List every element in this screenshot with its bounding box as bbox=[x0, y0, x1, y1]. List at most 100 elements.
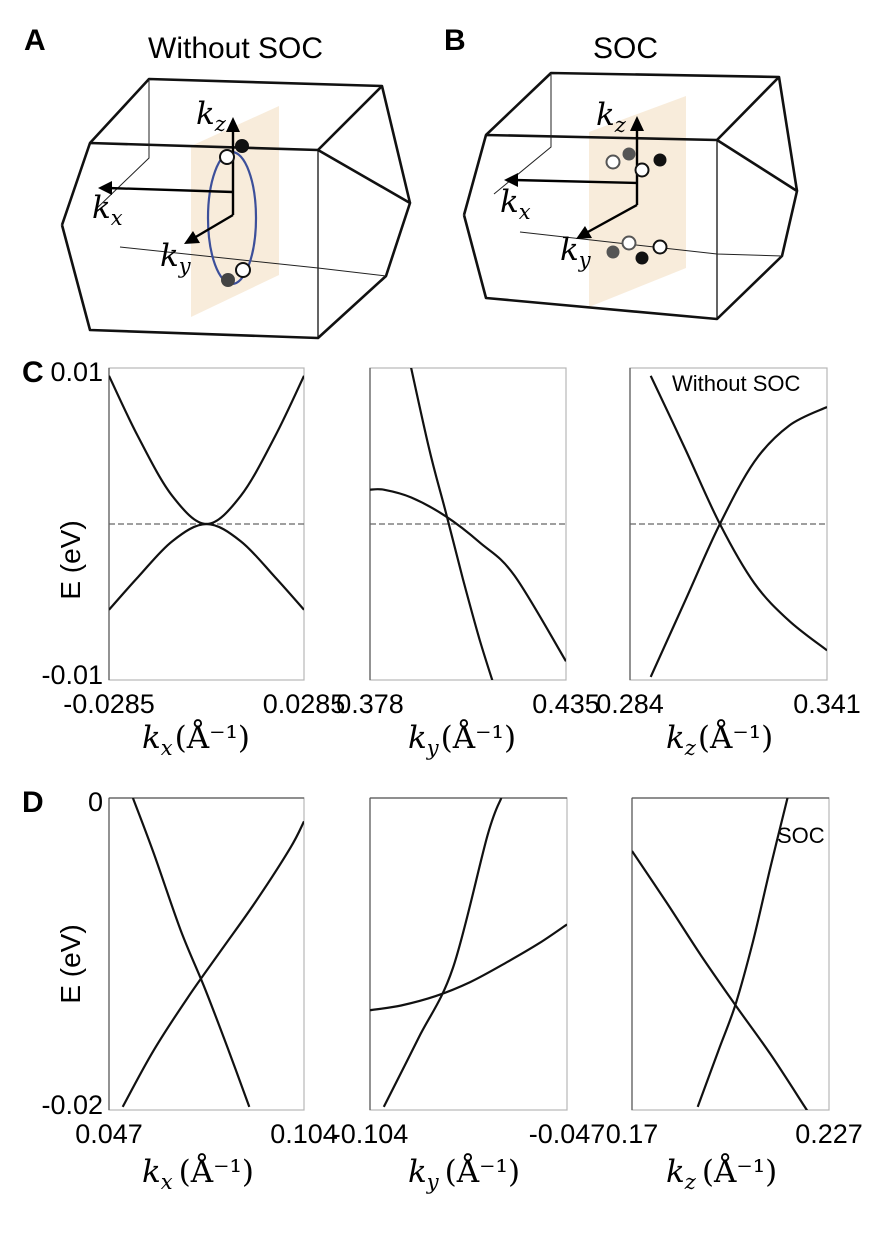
bz-outline-a bbox=[60, 141, 412, 340]
panel-letter-c: C bbox=[22, 356, 44, 389]
weyl-point-open-b4 bbox=[652, 239, 668, 255]
x-axis-labels-c: kx(Å⁻¹) ky(Å⁻¹) kz(Å⁻¹) bbox=[142, 718, 773, 760]
plot-c2: 0.378 0.435 bbox=[336, 367, 600, 719]
x-axis-label-d3: kz (Å⁻¹) bbox=[666, 1152, 777, 1194]
ky-axis-b bbox=[585, 203, 638, 235]
kx-label-b: kx bbox=[500, 184, 531, 224]
panel-title-b: SOC bbox=[593, 32, 658, 65]
ky-arrowhead-b bbox=[576, 226, 592, 239]
y-axis-label-c: E (eV) bbox=[55, 520, 86, 599]
x-tick-label-c1-1: -0.0285 bbox=[63, 689, 155, 719]
panel-letter-a: A bbox=[24, 24, 46, 57]
bz-outline-b bbox=[462, 133, 799, 321]
bz-hidden-edges-b bbox=[493, 73, 552, 195]
kz-label-a: kz bbox=[196, 96, 227, 136]
panel-b: B SOC kz k bbox=[444, 24, 799, 321]
weyl-point-gray-b2 bbox=[606, 245, 620, 259]
weyl-point-open-b3 bbox=[621, 235, 637, 251]
x-tick-label-d2-2: -0.047 bbox=[529, 1119, 606, 1149]
kx-label-a: kx bbox=[92, 190, 123, 230]
y-tick-label-c1-1: 0.01 bbox=[50, 357, 103, 387]
panel-letter-b: B bbox=[444, 24, 466, 57]
y-axis-label-d: E (eV) bbox=[55, 924, 86, 1003]
panel-title-a: Without SOC bbox=[148, 32, 323, 65]
y-tick-label-d1-2: -0.02 bbox=[41, 1090, 103, 1120]
weyl-point-filled-b2 bbox=[635, 251, 649, 265]
series-tag-soc: SOC bbox=[777, 823, 825, 848]
band-curve-c1-2 bbox=[109, 522, 304, 611]
weyl-point-gray-b1 bbox=[622, 147, 636, 161]
plot-frame-d2 bbox=[369, 797, 568, 1111]
plot-d3: 0.17 0.227 bbox=[606, 797, 863, 1149]
panel-a: A Without SOC kz bbox=[24, 24, 412, 340]
panel-letter-d: D bbox=[22, 786, 44, 819]
bz-top-right-edge-a bbox=[317, 85, 383, 151]
panel-d: D E (eV) SOC 0.047 0.104 0 -0.02 -0.104 -0.0… bbox=[22, 786, 863, 1149]
x-tick-label-d1-1: 0.047 bbox=[75, 1119, 143, 1149]
x-axis-label-d1: kx (Å⁻¹) bbox=[142, 1152, 254, 1194]
x-axis-label-c2: ky(Å⁻¹) bbox=[408, 718, 516, 760]
kz-arrowhead-b bbox=[630, 116, 644, 131]
band-curve-c1-1 bbox=[109, 375, 304, 526]
series-tag-without-soc: Without SOC bbox=[672, 371, 800, 396]
kx-arrowhead-a bbox=[98, 181, 112, 195]
ky-axis-a bbox=[193, 213, 234, 240]
bz-back-top-b bbox=[485, 71, 799, 192]
plot-c1: -0.0285 0.0285 0.01 -0.01 bbox=[41, 357, 345, 719]
plot-d1: 0.047 0.104 0 -0.02 bbox=[41, 787, 337, 1149]
x-tick-label-c2-2: 0.435 bbox=[532, 689, 600, 719]
weyl-point-open-b1 bbox=[605, 154, 621, 170]
x-tick-label-c1-2: 0.0285 bbox=[263, 689, 346, 719]
ky-arrowhead-a bbox=[184, 231, 200, 244]
bz-hidden-bottom-b bbox=[519, 231, 783, 257]
plot-c3: 0.284 0.341 bbox=[596, 367, 861, 719]
x-tick-label-d2-1: -0.104 bbox=[332, 1119, 409, 1149]
band-curve-d2-1 bbox=[370, 923, 567, 1012]
x-tick-label-d1-2: 0.104 bbox=[270, 1119, 338, 1149]
weyl-point-filled-b1 bbox=[653, 153, 667, 167]
bz-back-top-a bbox=[89, 77, 412, 204]
bz-top-right-edge-b bbox=[716, 76, 780, 141]
weyl-point-open-a1 bbox=[219, 149, 235, 165]
plot-frame-d1 bbox=[108, 797, 305, 1111]
plot-d2: -0.104 -0.047 bbox=[332, 797, 606, 1149]
band-curve-d3-2 bbox=[696, 798, 789, 1108]
ky-label-a: ky bbox=[160, 238, 192, 278]
kx-axis-b bbox=[513, 178, 638, 185]
band-curve-d1-1 bbox=[131, 798, 251, 1108]
kz-label-b: kz bbox=[596, 97, 627, 137]
x-tick-label-c3-1: 0.284 bbox=[596, 689, 664, 719]
x-axis-label-d2: ky (Å⁻¹) bbox=[408, 1152, 520, 1194]
band-curve-c2-1 bbox=[370, 488, 566, 662]
kx-axis-a bbox=[107, 186, 234, 194]
x-tick-label-c3-2: 0.341 bbox=[793, 689, 861, 719]
ky-label-b: ky bbox=[560, 232, 592, 272]
band-curve-d2-2 bbox=[382, 798, 503, 1108]
band-curve-d3-1 bbox=[632, 850, 809, 1110]
weyl-point-filled-a2 bbox=[221, 273, 235, 287]
x-tick-label-d3-1: 0.17 bbox=[606, 1119, 659, 1149]
x-axis-labels-d: kx (Å⁻¹) ky (Å⁻¹) kz (Å⁻¹) bbox=[142, 1152, 777, 1194]
kz-arrowhead-a bbox=[226, 117, 240, 132]
kx-kz-plane-a bbox=[191, 106, 279, 317]
weyl-point-filled-a1 bbox=[235, 139, 249, 153]
band-curve-c2-2 bbox=[410, 368, 494, 680]
band-curve-c3-1 bbox=[649, 375, 827, 652]
x-axis-label-c3: kz(Å⁻¹) bbox=[666, 718, 773, 760]
x-tick-label-d3-2: 0.227 bbox=[795, 1119, 863, 1149]
kx-arrowhead-b bbox=[504, 173, 518, 187]
brillouin-zone-b: kz kx ky bbox=[462, 71, 799, 321]
brillouin-zone-a: kz kx ky bbox=[60, 77, 412, 340]
x-axis-label-c1: kx(Å⁻¹) bbox=[142, 718, 250, 760]
y-tick-label-c1-2: -0.01 bbox=[41, 660, 103, 690]
x-tick-label-c2-1: 0.378 bbox=[336, 689, 404, 719]
bz-hidden-bottom-a bbox=[119, 246, 387, 277]
panel-c: C E (eV) Without SOC -0.0285 0.02850.01-0… bbox=[22, 356, 861, 719]
band-curve-d1-2 bbox=[121, 820, 304, 1108]
band-curve-c3-2 bbox=[649, 406, 827, 678]
weyl-point-open-b2 bbox=[634, 162, 650, 178]
bz-hidden-edges-a bbox=[94, 79, 150, 211]
weyl-point-open-a2 bbox=[235, 262, 251, 278]
y-tick-label-d1-1: 0 bbox=[88, 787, 103, 817]
